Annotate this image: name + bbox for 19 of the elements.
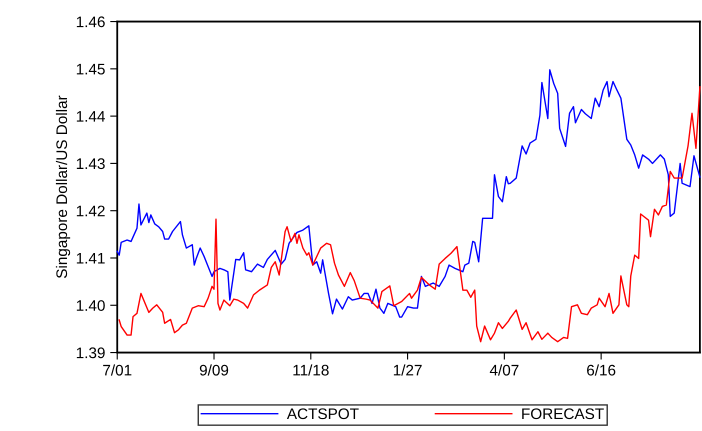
x-tick-label: 6/16 — [587, 364, 616, 376]
legend-label: ACTSPOT — [286, 408, 359, 420]
y-tick-label: 1.42 — [76, 206, 105, 216]
legend-label: FORECAST — [522, 408, 604, 420]
y-axis-title: Singapore Dollar/US Dollar — [56, 96, 70, 278]
y-tick-label: 1.46 — [76, 16, 105, 28]
line-series — [118, 86, 701, 342]
y-tick-label: 1.43 — [76, 158, 105, 170]
x-tick-label: 7/01 — [103, 364, 132, 376]
x-tick-label: 11/18 — [293, 364, 329, 376]
line-series — [116, 69, 701, 318]
y-tick-label: 1.44 — [76, 111, 105, 122]
x-tick-label: 1/27 — [394, 364, 422, 376]
y-tick-label: 1.39 — [76, 347, 105, 358]
y-tick-label: 1.40 — [76, 300, 105, 311]
y-tick-label: 1.45 — [76, 64, 105, 75]
x-tick-label: 9/09 — [200, 364, 228, 376]
y-tick-label: 1.41 — [76, 253, 105, 264]
x-tick-label: 4/07 — [490, 364, 518, 376]
